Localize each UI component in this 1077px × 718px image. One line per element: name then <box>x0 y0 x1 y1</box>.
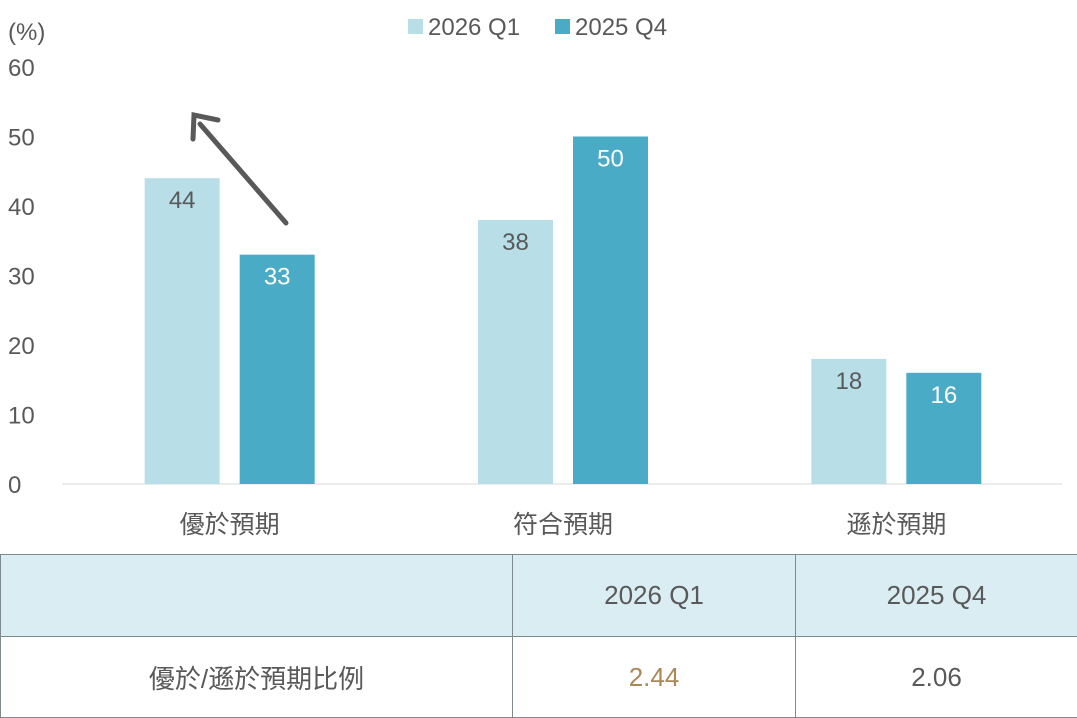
y-tick-label: 40 <box>8 194 35 221</box>
table-row: 優於/遜於預期比例 2.44 2.06 <box>0 636 1077 718</box>
legend-swatch <box>408 19 423 34</box>
x-tick-label: 優於預期 <box>180 511 280 539</box>
x-axis-labels: 優於預期 符合預期 遜於預期 <box>180 511 947 539</box>
bar <box>811 358 887 484</box>
table-row-label: 優於/遜於預期比例 <box>0 636 513 718</box>
bar-value-label: 18 <box>835 368 862 395</box>
y-tick-label: 30 <box>8 264 35 291</box>
legend-label: 2026 Q1 <box>428 14 520 41</box>
y-tick-label: 20 <box>8 333 35 360</box>
x-tick-label: 遜於預期 <box>846 511 946 539</box>
y-tick-label: 0 <box>8 472 21 499</box>
bars: 44 33 38 50 18 16 <box>144 136 982 484</box>
y-tick-label: 50 <box>8 125 35 152</box>
legend-label: 2025 Q4 <box>575 14 667 41</box>
trend-arrow-icon <box>190 111 289 226</box>
legend-swatch <box>555 19 570 34</box>
bar-value-label: 38 <box>502 229 529 256</box>
bar <box>478 219 553 484</box>
bar-value-label: 44 <box>169 187 196 214</box>
table-header-2026q1: 2026 Q1 <box>512 554 796 637</box>
y-axis-ticks: 0 10 20 30 40 50 60 <box>8 55 35 499</box>
y-tick-label: 10 <box>8 403 35 430</box>
y-tick-label: 60 <box>8 55 35 82</box>
bar-value-label: 50 <box>597 146 624 173</box>
bar-chart: 2026 Q1 2025 Q4 (%) 0 10 20 30 40 50 60 44 33 38 5… <box>8 14 1062 539</box>
y-axis-unit-label: (%) <box>8 19 45 46</box>
table-header-row: 2026 Q1 2025 Q4 <box>0 554 1077 637</box>
bar <box>239 254 315 484</box>
table-cell-2025q4: 2.06 <box>795 636 1077 718</box>
bar <box>144 178 220 484</box>
x-tick-label: 符合預期 <box>513 511 613 539</box>
table-cell-2026q1: 2.44 <box>512 636 796 718</box>
ratio-table: 2026 Q1 2025 Q4 優於/遜於預期比例 2.44 2.06 <box>0 554 1077 718</box>
bar <box>906 372 982 484</box>
legend: 2026 Q1 2025 Q4 <box>408 14 667 41</box>
table-header-2025q4: 2025 Q4 <box>795 554 1077 637</box>
table-header-empty <box>0 554 513 637</box>
bar-value-label: 16 <box>930 382 957 409</box>
bar <box>573 136 648 484</box>
bar-value-label: 33 <box>264 264 291 291</box>
